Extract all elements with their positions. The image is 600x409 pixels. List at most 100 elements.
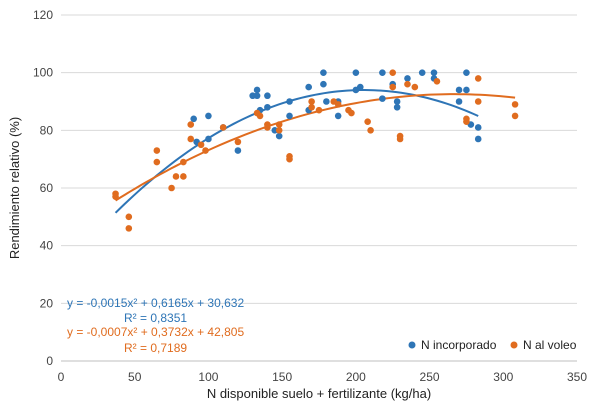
- point-n-al-voleo: [172, 173, 180, 180]
- point-n-incorporado: [334, 112, 342, 120]
- point-n-incorporado: [379, 95, 386, 102]
- point-n-al-voleo: [264, 121, 271, 128]
- point-n-al-voleo: [411, 83, 419, 91]
- point-n-al-voleo: [187, 121, 195, 128]
- point-n-incorporado: [393, 103, 401, 111]
- point-n-incorporado: [286, 112, 293, 120]
- x-tick-label: 100: [198, 370, 218, 384]
- point-n-al-voleo: [219, 124, 227, 131]
- x-tick-label: 50: [128, 370, 142, 384]
- y-tick-label: 40: [40, 239, 54, 253]
- point-n-al-voleo: [433, 78, 441, 85]
- point-n-al-voleo: [474, 98, 482, 105]
- point-n-al-voleo: [125, 213, 133, 221]
- y-tick-label: 120: [33, 8, 53, 22]
- x-tick-label: 0: [58, 370, 65, 384]
- legend-label-n-al-voleo: N al voleo: [523, 338, 577, 352]
- point-n-incorporado: [356, 83, 364, 91]
- y-tick-label: 60: [40, 181, 54, 195]
- point-n-incorporado: [393, 98, 401, 105]
- point-n-incorporado: [418, 69, 426, 76]
- point-n-al-voleo: [463, 118, 470, 125]
- trendline-n-incorporado: [114, 89, 479, 214]
- point-n-incorporado: [463, 69, 470, 76]
- y-tick-labels: 0 20 40 60 80 100 120: [33, 8, 53, 368]
- equation-n-al-voleo: y = -0,0007x² + 0,3732x + 42,805: [67, 325, 244, 339]
- point-n-incorporado: [320, 69, 327, 76]
- point-n-al-voleo: [286, 155, 293, 163]
- point-n-incorporado: [234, 147, 242, 154]
- point-n-incorporado: [275, 132, 283, 140]
- point-n-incorporado: [379, 69, 386, 76]
- point-n-al-voleo: [197, 141, 205, 149]
- equation-n-incorporado: y = -0,0015x² + 0,6165x + 30,632: [67, 296, 244, 310]
- point-n-incorporado: [474, 124, 482, 131]
- point-n-incorporado: [463, 86, 470, 94]
- y-tick-label: 100: [33, 66, 53, 80]
- legend-label-n-incorporado: N incorporado: [421, 338, 497, 352]
- point-n-al-voleo: [153, 147, 161, 154]
- x-tick-label: 200: [346, 370, 366, 384]
- x-axis-title: N disponible suelo + fertilizante (kg/ha…: [207, 386, 431, 401]
- point-n-incorporado: [253, 86, 261, 94]
- point-n-al-voleo: [389, 83, 397, 91]
- point-n-al-voleo: [364, 118, 371, 125]
- point-n-al-voleo: [180, 158, 187, 166]
- point-n-al-voleo: [396, 135, 404, 143]
- point-n-al-voleo: [180, 173, 187, 180]
- point-n-al-voleo: [511, 112, 519, 120]
- point-n-al-voleo: [334, 101, 342, 108]
- point-n-al-voleo: [275, 127, 283, 134]
- y-tick-label: 0: [46, 354, 53, 368]
- x-tick-label: 350: [567, 370, 587, 384]
- x-tick-label: 150: [272, 370, 292, 384]
- point-n-al-voleo: [234, 138, 242, 146]
- point-n-al-voleo: [315, 106, 323, 114]
- point-n-incorporado: [253, 92, 261, 100]
- gridlines: [61, 14, 577, 304]
- point-n-incorporado: [455, 98, 463, 105]
- point-n-al-voleo: [389, 69, 397, 76]
- point-n-al-voleo: [511, 101, 519, 108]
- legend-marker-n-incorporado: [408, 341, 416, 349]
- data-points: [112, 69, 519, 232]
- point-n-al-voleo: [153, 158, 161, 166]
- point-n-incorporado: [323, 98, 330, 105]
- point-n-al-voleo: [404, 80, 411, 88]
- point-n-al-voleo: [474, 75, 482, 82]
- point-n-incorporado: [352, 69, 360, 76]
- point-n-incorporado: [205, 112, 212, 120]
- point-n-incorporado: [264, 103, 271, 111]
- point-n-incorporado: [264, 92, 271, 100]
- point-n-incorporado: [455, 86, 463, 94]
- point-n-incorporado: [474, 135, 482, 143]
- legend-marker-n-al-voleo: [510, 341, 518, 349]
- trendline-n-al-voleo: [115, 93, 516, 202]
- y-tick-label: 20: [40, 296, 54, 310]
- point-n-al-voleo: [348, 109, 355, 117]
- legend: N incorporado N al voleo: [408, 338, 577, 352]
- point-n-incorporado: [205, 135, 212, 143]
- point-n-incorporado: [305, 83, 312, 91]
- point-n-incorporado: [404, 75, 411, 82]
- point-n-incorporado: [430, 69, 438, 76]
- r2-n-al-voleo: R² = 0,7189: [124, 341, 187, 355]
- x-tick-labels: 0 50 100 150 200 250 300 350: [58, 370, 588, 384]
- point-n-al-voleo: [308, 103, 315, 111]
- r2-n-incorporado: R² = 0,8351: [124, 311, 187, 325]
- x-tick-label: 250: [420, 370, 440, 384]
- y-tick-label: 80: [40, 123, 54, 137]
- point-n-incorporado: [190, 115, 197, 123]
- x-tick-label: 300: [493, 370, 513, 384]
- point-n-al-voleo: [367, 127, 374, 134]
- point-n-incorporado: [286, 98, 293, 105]
- point-n-al-voleo: [275, 121, 283, 128]
- y-axis-title: Rendimiento relativo (%): [7, 117, 22, 259]
- trendlines: [114, 89, 516, 214]
- point-n-al-voleo: [256, 112, 264, 120]
- point-n-al-voleo: [112, 193, 119, 200]
- point-n-incorporado: [320, 80, 327, 88]
- point-n-al-voleo: [308, 98, 315, 105]
- point-n-al-voleo: [125, 225, 133, 232]
